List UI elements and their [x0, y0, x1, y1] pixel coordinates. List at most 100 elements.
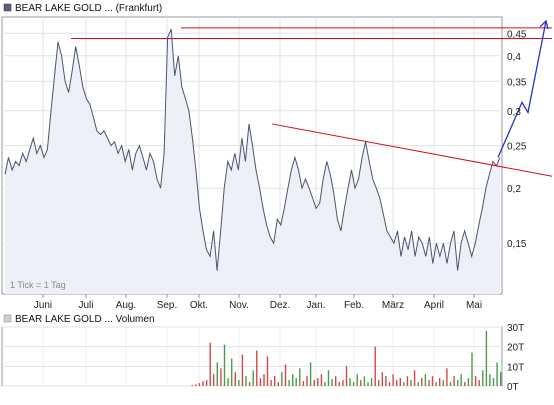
volume-bar	[302, 381, 305, 386]
volume-bar	[331, 379, 333, 386]
price-x-tick-label: Mai	[466, 300, 482, 311]
volume-bar	[327, 370, 330, 386]
volume-bar	[248, 382, 251, 386]
volume-bar	[442, 380, 444, 386]
volume-bar	[342, 380, 344, 386]
volume-bar	[406, 376, 409, 386]
volume-bar	[256, 350, 258, 386]
volume-bar	[399, 378, 401, 386]
volume-bar	[306, 376, 308, 386]
volume-bar	[299, 368, 301, 386]
price-y-axis: 0,45 0,4 0,35 0,3 0,25 0,2 0,15	[507, 29, 527, 250]
volume-bar	[453, 376, 455, 386]
price-panel: 0,45 0,4 0,35 0,3 0,25 0,2 0,15 Juni Juli Aug. Se…	[1, 3, 553, 311]
price-y-tick-label: 0,35	[507, 77, 527, 88]
price-x-tick-label: April	[424, 300, 444, 311]
price-x-tick-label: Okt.	[190, 300, 208, 311]
volume-bar	[223, 344, 226, 386]
volume-bar	[392, 374, 394, 386]
volume-bar	[381, 372, 383, 386]
volume-bar	[231, 358, 233, 386]
volume-y-axis: 30T 20T 10T 0T	[507, 323, 524, 393]
volume-bar	[270, 380, 272, 386]
volume-y-tick-label: 0T	[507, 382, 519, 393]
volume-bar	[464, 382, 466, 386]
volume-bar	[413, 370, 416, 386]
volume-bar	[292, 374, 294, 386]
volume-bar	[220, 368, 222, 386]
volume-bar	[403, 382, 405, 386]
price-x-tick-label: Juni	[34, 300, 52, 311]
volume-bar	[213, 374, 215, 386]
volume-bar	[428, 380, 430, 386]
volume-bar	[324, 382, 326, 386]
volume-bar	[396, 380, 398, 386]
volume-bar	[385, 376, 387, 386]
volume-bar	[370, 378, 373, 386]
volume-bar	[252, 370, 254, 386]
volume-bar	[216, 362, 218, 386]
volume-bar	[288, 380, 290, 386]
volume-bar	[238, 380, 240, 386]
price-y-tick-label: 0,4	[507, 52, 521, 63]
volume-bar	[482, 370, 484, 386]
price-x-tick-label: Jan.	[307, 300, 326, 311]
volume-bar	[277, 382, 279, 386]
price-line	[4, 28, 501, 271]
volume-bar	[198, 383, 201, 386]
volume-bar	[245, 376, 247, 386]
volume-bar	[417, 382, 419, 386]
volume-bar	[241, 354, 244, 386]
price-area	[5, 29, 500, 294]
volume-bar	[205, 380, 208, 386]
volume-bar	[474, 376, 477, 386]
volume-bar	[367, 382, 369, 386]
volume-bar	[449, 382, 452, 386]
volume-bar	[485, 330, 488, 386]
volume-bar	[313, 380, 315, 386]
volume-bar	[295, 378, 297, 386]
volume-bar	[356, 374, 358, 386]
volume-bar	[345, 366, 348, 386]
price-x-tick-label: März	[382, 300, 404, 311]
volume-bar	[234, 372, 236, 386]
volume-y-tick-label: 10T	[507, 362, 524, 373]
volume-bar	[195, 384, 197, 386]
volume-bar	[435, 382, 437, 386]
volume-bar	[374, 346, 376, 386]
price-x-axis: Juni Juli Aug. Sep. Okt. Nov. Dez. Jan. Feb. März…	[34, 294, 482, 311]
projection-arrowhead	[539, 19, 549, 30]
volume-bar	[489, 374, 491, 386]
volume-bar	[360, 380, 362, 386]
price-x-tick-label: Dez.	[270, 300, 291, 311]
volume-bar	[259, 378, 262, 386]
volume-bar	[191, 385, 193, 386]
volume-bars	[191, 330, 502, 386]
volume-bar	[317, 378, 319, 386]
price-y-tick-label: 0,45	[507, 29, 527, 40]
volume-bar	[352, 382, 355, 386]
volume-bar	[281, 372, 283, 386]
volume-bar	[202, 381, 204, 386]
price-y-tick-label: 0,2	[507, 184, 521, 195]
volume-bar	[263, 374, 265, 386]
price-x-tick-label: Nov.	[229, 300, 249, 311]
volume-bar	[439, 378, 441, 386]
price-x-tick-label: Feb.	[344, 300, 364, 311]
downtrend-line	[271, 123, 553, 177]
volume-bar	[335, 376, 337, 386]
volume-bar	[309, 362, 312, 386]
volume-bar	[471, 352, 473, 386]
volume-title: BEAR LAKE GOLD ... Volumen	[15, 314, 155, 325]
volume-bar	[492, 378, 495, 386]
volume-bar	[410, 380, 412, 386]
volume-bar	[478, 380, 480, 386]
volume-bar	[431, 376, 434, 386]
volume-y-tick-label: 20T	[507, 343, 524, 354]
volume-bar	[209, 342, 211, 386]
price-x-tick-label: Juli	[78, 300, 93, 311]
volume-bar	[320, 374, 323, 386]
price-y-tick-label: 0,15	[507, 239, 527, 250]
price-x-tick-label: Aug.	[116, 300, 137, 311]
volume-bar	[388, 382, 391, 386]
